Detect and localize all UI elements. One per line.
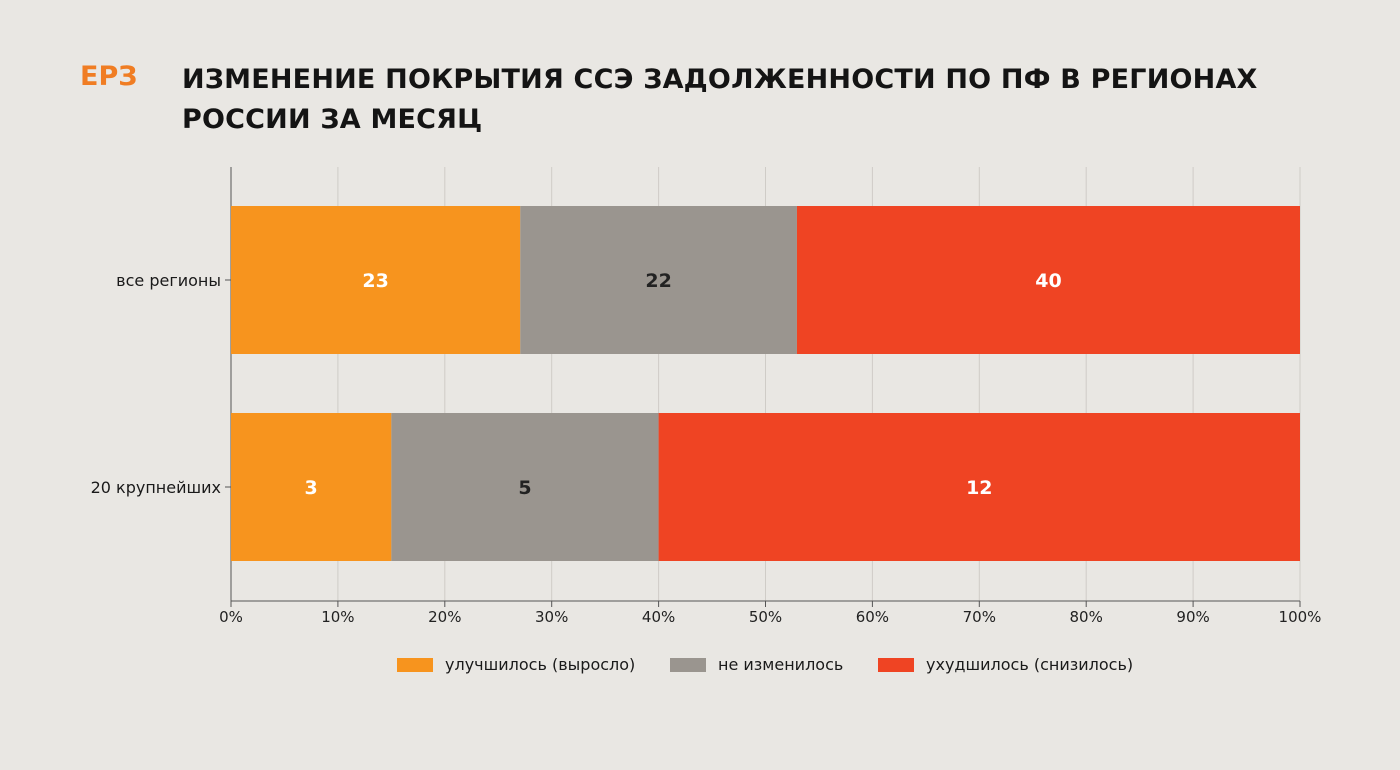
bar-segment [796, 206, 1300, 354]
data-label: 12 [966, 477, 992, 499]
legend-label-unchanged: не изменилось [718, 655, 844, 674]
x-tick-label: 0% [219, 608, 243, 626]
data-label: 40 [1035, 270, 1061, 292]
y-tick-label: все регионы [116, 271, 221, 290]
x-tick-label: 100% [1279, 608, 1322, 626]
data-label: 23 [362, 270, 388, 292]
legend-swatch-improved [397, 657, 433, 672]
legend-item-unchanged: не изменилось [670, 655, 843, 674]
x-tick-label: 70% [963, 608, 996, 626]
y-tick-label: 20 крупнейших [91, 478, 221, 497]
bar-segment [391, 413, 659, 561]
bar-segment [231, 206, 521, 354]
x-tick-label: 30% [535, 608, 568, 626]
chart-legend: улучшилось (выросло) не изменилось ухудш… [0, 655, 1400, 679]
legend-label-improved: улучшилось (выросло) [445, 655, 636, 674]
bar-segment [231, 413, 392, 561]
chart-title: ИЗМЕНЕНИЕ ПОКРЫТИЯ ССЭ ЗАДОЛЖЕННОСТИ ПО … [182, 64, 1258, 135]
legend-item-worsened: ухудшилось (снизилось) [878, 655, 1133, 674]
x-tick-label: 60% [856, 608, 889, 626]
x-tick-label: 10% [321, 608, 354, 626]
data-label: 22 [645, 270, 671, 292]
data-label: 5 [518, 477, 531, 499]
data-label: 3 [305, 477, 318, 499]
x-tick-label: 50% [749, 608, 782, 626]
legend-swatch-unchanged [670, 657, 706, 672]
legend-label-worsened: ухудшилось (снизилось) [926, 655, 1134, 674]
bar-segment [520, 206, 797, 354]
legend-swatch-worsened [878, 657, 914, 672]
brand-logo: ЕРЗ [80, 61, 138, 92]
x-tick-label: 20% [428, 608, 461, 626]
x-tick-label: 40% [642, 608, 675, 626]
legend-item-improved: улучшилось (выросло) [397, 655, 635, 674]
x-tick-label: 80% [1070, 608, 1103, 626]
x-tick-label: 90% [1176, 608, 1209, 626]
bar-segment [658, 413, 1300, 561]
